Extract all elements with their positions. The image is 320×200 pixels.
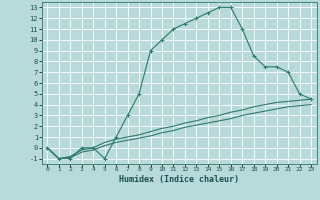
X-axis label: Humidex (Indice chaleur): Humidex (Indice chaleur) — [119, 175, 239, 184]
